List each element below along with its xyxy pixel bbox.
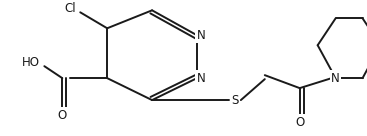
Text: N: N: [197, 72, 205, 85]
Text: S: S: [231, 94, 239, 107]
Text: N: N: [331, 72, 340, 85]
Text: N: N: [197, 29, 205, 42]
Text: Cl: Cl: [65, 2, 76, 15]
Text: O: O: [58, 109, 67, 122]
Text: HO: HO: [21, 56, 39, 69]
Text: O: O: [295, 116, 304, 129]
